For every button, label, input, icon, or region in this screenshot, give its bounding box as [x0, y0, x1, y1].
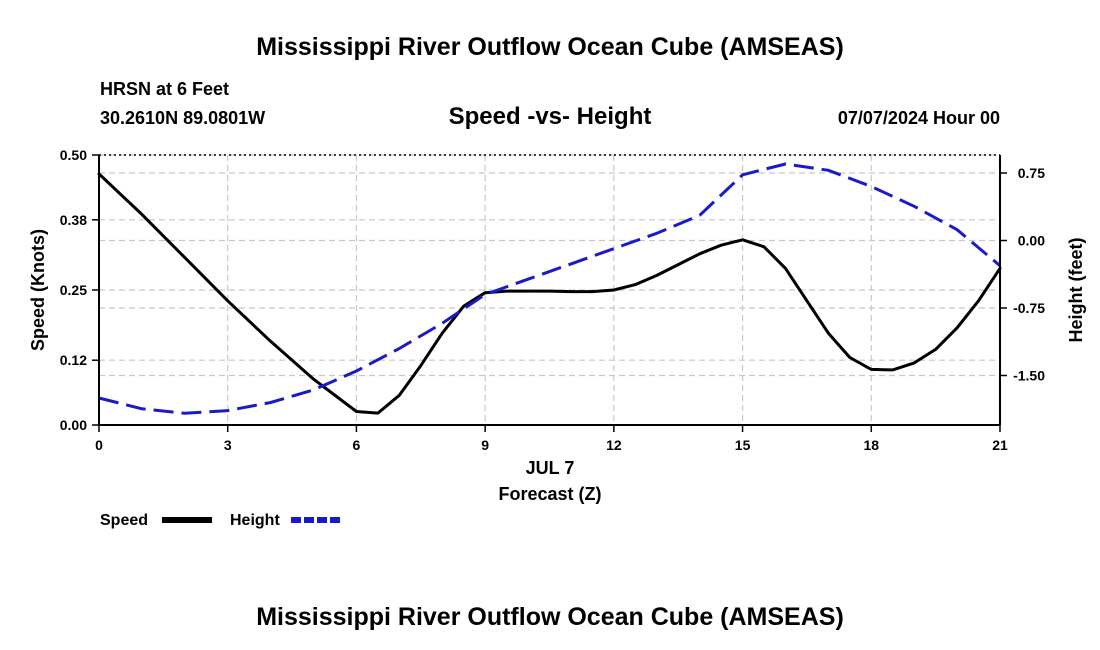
page-title: Mississippi River Outflow Ocean Cube (AM… — [256, 33, 844, 61]
x-tick-label: 6 — [353, 437, 361, 453]
x-axis-date-label: JUL 7 — [526, 458, 575, 478]
series-line-height — [98, 162, 1001, 415]
y-right-tick-label: -1.50 — [1013, 368, 1045, 384]
x-tick-label: 21 — [992, 437, 1008, 453]
station-coordinates: 30.2610N 89.0801W — [100, 108, 265, 128]
chart-title: Speed -vs- Height — [449, 103, 652, 130]
footer-title: Mississippi River Outflow Ocean Cube (AM… — [256, 603, 844, 631]
y-left-tick-label: 0.50 — [60, 147, 87, 163]
x-tick-label: 9 — [481, 437, 489, 453]
y-right-tick-label: -0.75 — [1013, 300, 1045, 316]
y-right-tick-label: 0.75 — [1018, 165, 1045, 181]
y-axis-right-label: Height (feet) — [1066, 238, 1086, 343]
forecast-timestamp: 07/07/2024 Hour 00 — [838, 108, 1000, 128]
y-left-tick-label: 0.12 — [60, 352, 87, 368]
legend: Speed Height — [100, 512, 342, 529]
y-left-tick-label: 0.00 — [60, 417, 87, 433]
y-left-tick-label: 0.25 — [60, 282, 87, 298]
legend-height-label: Height — [230, 512, 280, 529]
x-axis-label: Forecast (Z) — [498, 484, 601, 504]
legend-speed-label: Speed — [100, 512, 148, 529]
x-tick-label: 12 — [606, 437, 622, 453]
x-tick-label: 15 — [735, 437, 751, 453]
series-line-speed — [97, 172, 1002, 415]
plot-area: 0 3 6 9 12 15 18 21 0.00 0.12 0.25 0.38 0.50 -1.50 -0.… — [60, 147, 1045, 453]
x-tick-label: 3 — [224, 437, 232, 453]
x-tick-label: 0 — [95, 437, 103, 453]
station-label: HRSN at 6 Feet — [100, 79, 229, 99]
y-axis-left-label: Speed (Knots) — [28, 229, 48, 351]
x-tick-label: 18 — [863, 437, 879, 453]
y-right-tick-label: 0.00 — [1018, 233, 1045, 249]
y-left-tick-label: 0.38 — [60, 212, 87, 228]
